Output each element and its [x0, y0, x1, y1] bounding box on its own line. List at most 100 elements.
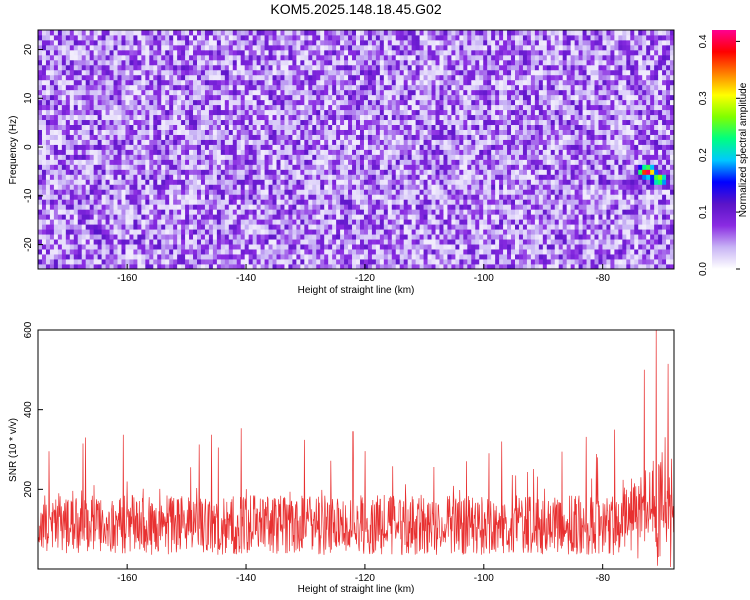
heatmap-cell	[38, 254, 43, 260]
heatmap-cell	[630, 259, 635, 265]
heatmap-cell	[256, 199, 262, 205]
heatmap-cell	[165, 124, 170, 130]
heatmap-cell	[153, 144, 158, 150]
heatmap-cell	[590, 254, 595, 260]
heatmap-cell	[153, 254, 158, 260]
heatmap-cell	[193, 129, 198, 135]
heatmap-cell	[284, 249, 289, 255]
heatmap-cell	[491, 229, 496, 235]
heatmap-cell	[153, 139, 158, 145]
heatmap-cell	[419, 164, 424, 170]
heatmap-cell	[550, 159, 556, 165]
heatmap-cell	[113, 209, 118, 215]
heatmap-cell	[399, 164, 405, 170]
heatmap-cell	[129, 119, 134, 126]
heatmap-cell	[260, 144, 265, 150]
heatmap-cell	[618, 209, 623, 215]
heatmap-cell	[526, 114, 532, 121]
heatmap-cell	[41, 124, 47, 130]
heatmap-cell	[340, 169, 345, 175]
heatmap-cell	[109, 209, 114, 215]
heatmap-cell	[228, 139, 234, 145]
heatmap-cell	[165, 194, 170, 200]
heatmap-cell	[65, 254, 71, 260]
heatmap-cell	[268, 114, 273, 121]
heatmap-cell	[157, 134, 162, 140]
heatmap-cell	[626, 244, 631, 250]
heatmap-cell	[89, 229, 95, 235]
heatmap-cell	[511, 249, 516, 255]
heatmap-cell	[61, 144, 67, 150]
heatmap-cell	[264, 169, 269, 175]
heatmap-cell	[153, 179, 158, 185]
heatmap-cell	[431, 119, 436, 126]
heatmap-cell	[423, 219, 428, 225]
heatmap-cell	[260, 164, 265, 170]
heatmap-cell	[193, 154, 198, 160]
heatmap-cell	[403, 264, 409, 269]
heatmap-cell	[662, 264, 667, 269]
heatmap-cell	[173, 249, 178, 255]
heatmap-cell	[590, 149, 595, 155]
heatmap-cell	[256, 159, 262, 165]
heatmap-cell	[439, 169, 444, 175]
heatmap-cell	[69, 199, 75, 205]
heatmap-cell	[459, 249, 464, 255]
heatmap-cell	[85, 219, 91, 225]
heatmap-cell	[280, 154, 285, 160]
heatmap-cell	[121, 174, 126, 180]
heatmap-cell	[371, 164, 377, 170]
heatmap-cell	[542, 264, 548, 269]
heatmap-cell	[650, 219, 655, 225]
heatmap-cell	[602, 244, 607, 250]
heatmap-cell	[352, 184, 357, 190]
heatmap-cell	[200, 114, 206, 121]
heatmap-cell	[614, 214, 619, 220]
heatmap-cell	[292, 159, 297, 165]
heatmap-cell	[479, 259, 484, 265]
heatmap-cell	[530, 264, 536, 269]
heatmap-cell	[348, 209, 353, 215]
heatmap-cell	[570, 259, 576, 265]
heatmap-cell	[93, 199, 99, 205]
heatmap-cell	[467, 179, 472, 185]
heatmap-cell	[220, 199, 226, 205]
heatmap-cell	[542, 119, 548, 126]
heatmap-cell	[324, 209, 329, 215]
heatmap-cell	[232, 149, 238, 155]
heatmap-cell	[658, 124, 663, 130]
heatmap-cell	[431, 209, 436, 215]
heatmap-cell	[598, 144, 603, 150]
heatmap-cell	[121, 189, 126, 195]
heatmap-cell	[574, 164, 580, 170]
heatmap-cell	[161, 129, 166, 135]
heatmap-cell	[570, 194, 576, 200]
heatmap-cell	[141, 139, 146, 145]
heatmap-cell	[622, 259, 627, 265]
heatmap-cell	[435, 189, 440, 195]
heatmap-cell	[189, 264, 194, 269]
heatmap-cell	[292, 129, 297, 135]
heatmap-cell	[49, 114, 55, 121]
heatmap-cell	[348, 169, 353, 175]
heatmap-cell	[284, 209, 289, 215]
heatmap-cell	[479, 224, 484, 230]
heatmap-cell	[69, 174, 75, 180]
heatmap-cell	[515, 149, 520, 155]
heatmap-cell	[379, 224, 385, 230]
heatmap-cell	[137, 239, 142, 245]
heatmap-cell	[371, 229, 377, 235]
heatmap-cell	[522, 139, 528, 145]
heatmap-cell	[228, 169, 234, 175]
heatmap-cell	[530, 204, 536, 210]
heatmap-cell	[534, 119, 540, 126]
heatmap-cell	[240, 129, 246, 135]
heatmap-cell	[403, 144, 409, 150]
heatmap-cell	[308, 194, 313, 200]
heatmap-cell	[193, 224, 198, 230]
heatmap-cell	[415, 254, 421, 260]
heatmap-cell	[240, 114, 246, 121]
heatmap-cell	[292, 229, 297, 235]
heatmap-cell	[554, 179, 560, 185]
heatmap-cell	[316, 214, 321, 220]
